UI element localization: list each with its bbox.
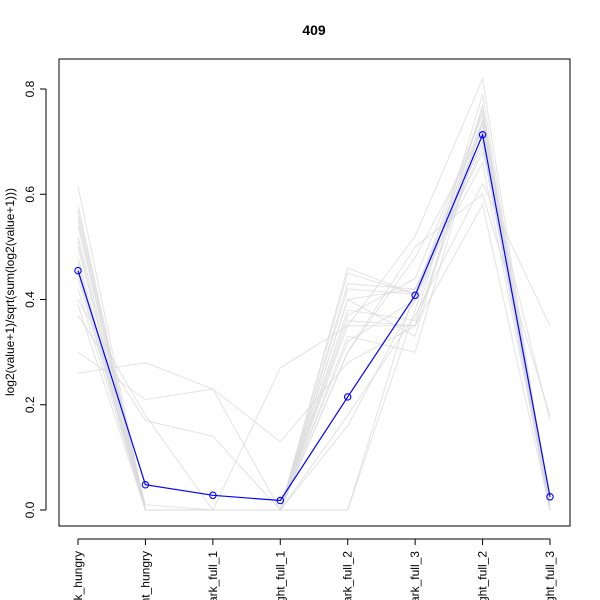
background-series-line — [77, 145, 551, 511]
y-tick-label: 0.6 — [23, 186, 37, 203]
background-series-line — [77, 139, 551, 511]
background-series-line — [77, 203, 551, 511]
highlight-point — [546, 493, 554, 501]
background-series-line — [77, 161, 551, 511]
y-axis: 0.0 0.2 0.4 0.6 0.8 — [23, 80, 47, 518]
x-tick-label: light_full_2 — [476, 551, 490, 600]
highlight-point — [276, 496, 285, 505]
highlight-point — [141, 480, 150, 489]
highlight-series-line — [77, 132, 551, 502]
background-series-line — [77, 113, 551, 511]
y-tick-label: 0.4 — [23, 291, 37, 308]
plot-frame — [58, 58, 571, 527]
y-tick-label: 0.0 — [23, 501, 37, 518]
highlight-point — [411, 291, 419, 300]
y-axis-label: log2(value+1)/sqrt(sum(log2(value+1))) — [3, 188, 17, 396]
x-tick-label: light_full_3 — [543, 551, 557, 600]
highlight-series-group — [74, 131, 554, 505]
y-tick-label: 0.2 — [23, 396, 37, 413]
background-series-line — [77, 150, 551, 511]
highlight-point — [209, 491, 217, 500]
x-tick-label: dark_hungry — [71, 551, 85, 600]
x-tick-label: dark_full_1 — [206, 551, 220, 600]
background-series-line — [77, 129, 551, 511]
chart-title: 409 — [302, 22, 326, 38]
x-axis: dark_hungry light_hungry dark_full_1 light_… — [71, 538, 557, 600]
background-series-line — [77, 120, 551, 511]
x-tick-label: light_hungry — [138, 551, 152, 600]
x-tick-label: dark_full_3 — [408, 551, 422, 600]
highlight-point — [478, 131, 487, 139]
background-series-line — [77, 129, 551, 511]
background-series-group — [77, 76, 551, 511]
highlight-point — [74, 266, 82, 275]
x-tick-label: light_full_1 — [273, 551, 287, 600]
background-series-line — [77, 193, 551, 511]
y-tick-label: 0.8 — [23, 80, 37, 97]
background-series-line — [77, 118, 551, 511]
highlight-point — [343, 393, 352, 401]
x-tick-label: dark_full_2 — [341, 551, 355, 600]
background-series-line — [77, 123, 551, 511]
background-series-line — [77, 182, 551, 511]
background-series-line — [77, 120, 551, 511]
